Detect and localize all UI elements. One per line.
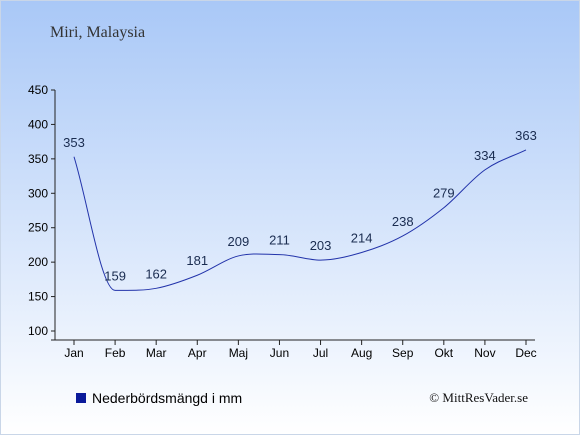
y-tick-label: 450 — [28, 83, 48, 97]
data-label: 334 — [474, 148, 496, 163]
data-label: 211 — [269, 233, 290, 248]
x-tick-label: Jan — [64, 346, 83, 360]
data-labels: 353 159 162 181 209 211 203 214 238 279 334 363 — [63, 128, 537, 283]
data-label: 162 — [145, 266, 167, 281]
x-tick-label: Maj — [229, 346, 248, 360]
y-tick-label: 400 — [28, 117, 48, 131]
y-tick-label: 200 — [28, 255, 48, 269]
x-tick-label: Okt — [434, 346, 453, 360]
data-label: 181 — [186, 253, 208, 268]
credit-text: © MittResVader.se — [429, 390, 528, 405]
x-tick-label: Dec — [515, 346, 536, 360]
x-tick-label: Nov — [474, 346, 495, 360]
y-tick-label: 350 — [28, 152, 48, 166]
x-tick-label: Jul — [313, 346, 328, 360]
data-label: 209 — [228, 234, 250, 249]
y-tick-label: 150 — [28, 290, 48, 304]
chart-title: Miri, Malaysia — [50, 24, 145, 41]
axes — [51, 90, 535, 341]
data-label: 363 — [515, 128, 537, 143]
data-label: 159 — [104, 268, 126, 283]
data-label: 238 — [392, 214, 414, 229]
series-line — [73, 149, 527, 291]
data-label: 203 — [310, 238, 332, 253]
x-axis-ticks: Jan Feb Mar Apr Maj Jun Jul Aug Sep Okt Nov Dec — [64, 340, 537, 360]
legend-marker — [76, 393, 86, 403]
x-tick-label: Aug — [351, 346, 372, 360]
x-tick-label: Feb — [105, 346, 126, 360]
y-tick-label: 300 — [28, 186, 48, 200]
x-tick-label: Jun — [270, 346, 289, 360]
legend: Nederbördsmängd i mm — [76, 390, 242, 406]
x-tick-label: Mar — [146, 346, 167, 360]
x-tick-label: Sep — [392, 346, 414, 360]
legend-label: Nederbördsmängd i mm — [92, 390, 242, 406]
data-label: 214 — [351, 231, 373, 246]
y-tick-label: 250 — [28, 221, 48, 235]
y-axis-ticks: 100 150 200 250 300 350 400 450 — [28, 83, 55, 338]
data-label: 353 — [63, 135, 85, 150]
x-tick-label: Apr — [188, 346, 207, 360]
y-tick-label: 100 — [28, 324, 48, 338]
data-label: 279 — [433, 186, 455, 201]
